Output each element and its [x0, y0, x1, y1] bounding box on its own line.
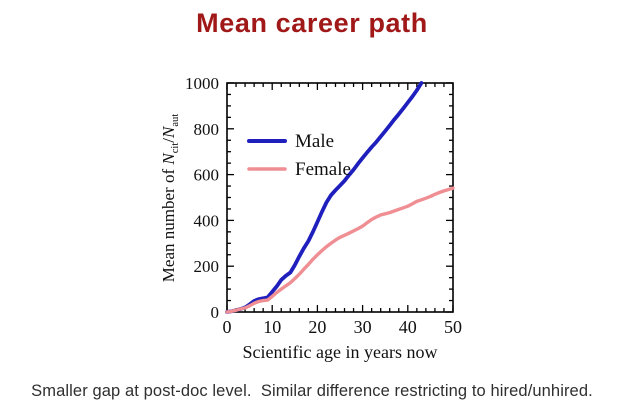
y-axis-label-slash: /	[158, 138, 178, 143]
x-axis-label: Scientific age in years now	[243, 342, 438, 362]
plot-frame	[226, 82, 454, 313]
x-tick-label: 10	[263, 317, 281, 337]
legend-label-female: Female	[295, 159, 351, 180]
y-tick-label: 400	[194, 211, 220, 230]
x-tick-label: 40	[399, 317, 417, 337]
y-axis-label-var2: N	[158, 126, 178, 139]
x-tick-label: 0	[223, 317, 232, 337]
y-tick-label: 0	[211, 303, 220, 322]
footnote: Smaller gap at post-doc level. Similar d…	[31, 382, 593, 400]
y-tick-label: 1000	[185, 74, 219, 93]
y-axis-label-var1: N	[158, 153, 178, 165]
male-line	[225, 81, 424, 314]
y-tick-label: 800	[194, 120, 220, 139]
y-tick-label: 200	[194, 257, 220, 276]
y-axis-label-prefix: Mean number of	[158, 164, 178, 283]
y-axis-label-text: Mean number of Ncit/Naut	[159, 114, 181, 282]
female-line	[225, 186, 455, 314]
y-axis-label-sub1: cit	[170, 142, 182, 154]
x-tick-label: 30	[354, 317, 372, 337]
x-tick-label: 50	[444, 317, 462, 337]
y-axis-label-sub2: aut	[170, 113, 182, 127]
legend-label-male: Male	[295, 131, 334, 152]
page-title: Mean career path	[196, 8, 428, 38]
x-tick-label: 20	[308, 317, 326, 337]
y-tick-label: 600	[194, 166, 220, 185]
